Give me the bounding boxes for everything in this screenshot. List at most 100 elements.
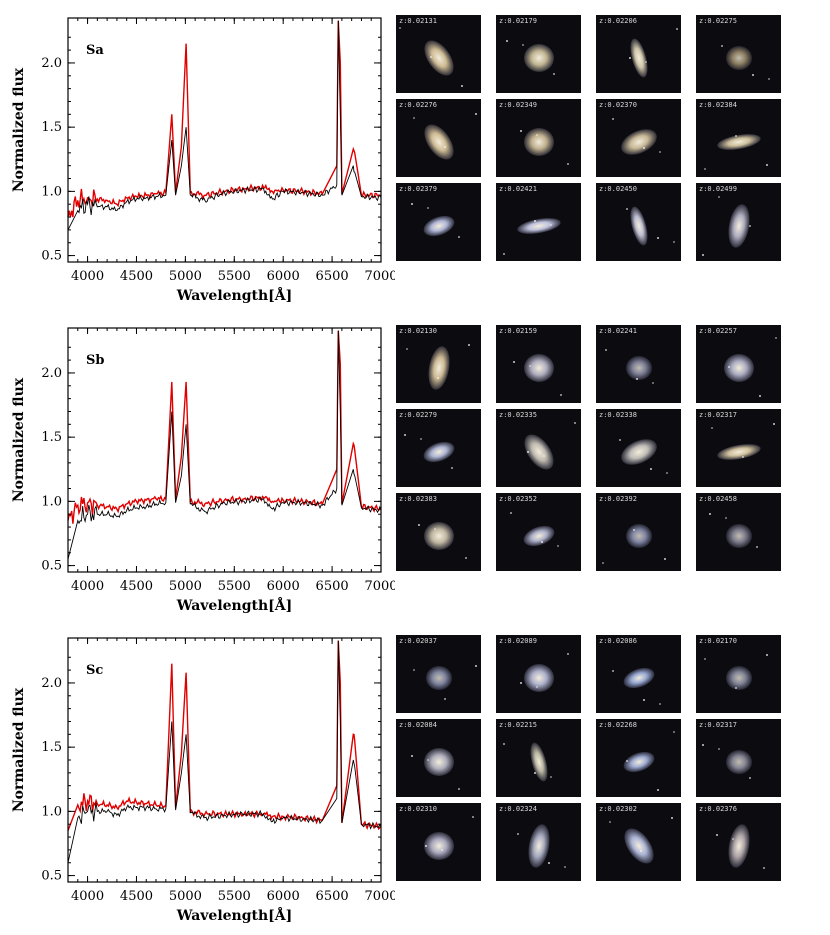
star-dot [560, 394, 562, 396]
galaxy-thumbnail: z:0.02384 [696, 99, 781, 177]
redshift-label: z:0.02370 [599, 101, 637, 109]
star-dot [399, 27, 401, 29]
star-dot [475, 665, 477, 667]
star-dot [749, 225, 751, 227]
star-dot [444, 698, 446, 700]
redshift-label: z:0.02206 [599, 17, 637, 25]
y-tick-label: 1.5 [41, 430, 62, 445]
star-dot [718, 748, 720, 750]
x-axis-label: Wavelength[Å] [176, 906, 293, 924]
panel-label: Sc [86, 663, 103, 678]
star-dot [619, 439, 621, 441]
redshift-label: z:0.02324 [499, 805, 537, 813]
galaxy-thumbnail: z:0.02037 [396, 635, 481, 713]
star-dot [759, 395, 761, 397]
redshift-label: z:0.02130 [399, 327, 437, 335]
star-dot [766, 164, 768, 166]
galaxy-thumbnail-grid: z:0.02131 z:0.02179 z:0.02206 z:0.02275 z:0.… [396, 15, 786, 265]
star-dot [704, 168, 706, 170]
star-dot [541, 541, 543, 543]
redshift-label: z:0.02241 [599, 327, 637, 335]
galaxy-image [425, 665, 452, 690]
star-dot [636, 378, 638, 380]
star-dot [752, 74, 754, 76]
star-dot [513, 361, 515, 363]
star-dot [702, 744, 704, 746]
star-dot [548, 862, 550, 864]
star-dot [536, 686, 538, 688]
star-dot [640, 850, 642, 852]
y-tick-label: 2.0 [41, 366, 62, 381]
redshift-label: z:0.02450 [599, 185, 637, 193]
x-tick-label: 5500 [218, 579, 251, 594]
star-dot [650, 468, 652, 470]
redshift-label: z:0.02215 [499, 721, 537, 729]
x-tick-label: 5500 [218, 889, 251, 904]
galaxy-thumbnail: z:0.02130 [396, 325, 481, 403]
x-tick-label: 4500 [120, 579, 153, 594]
star-dot [609, 821, 611, 823]
y-tick-label: 0.5 [41, 869, 62, 884]
star-dot [503, 253, 505, 255]
star-dot [520, 130, 522, 132]
star-dot [659, 703, 661, 705]
galaxy-image [526, 740, 551, 784]
redshift-label: z:0.02335 [499, 411, 537, 419]
x-tick-label: 6000 [267, 579, 300, 594]
star-dot [404, 434, 406, 436]
redshift-label: z:0.02349 [499, 101, 537, 109]
panel-sa: 4000 4500 5000 5500 6000 6500 7000 0.5 1.0 1.5 2.0… [0, 0, 830, 304]
redshift-label: z:0.02384 [699, 101, 737, 109]
star-dot [602, 562, 604, 564]
panel-sb: 4000 4500 5000 5500 6000 6500 7000 0.5 1.0 1.5 2.0… [0, 310, 830, 614]
star-dot [716, 834, 718, 836]
star-dot [527, 451, 529, 453]
x-tick-label: 6500 [316, 579, 349, 594]
galaxy-thumbnail: z:0.02159 [496, 325, 581, 403]
galaxy-thumbnail: z:0.02349 [496, 99, 581, 177]
x-tick-label: 5500 [218, 269, 251, 284]
galaxy-image [626, 204, 651, 248]
star-dot [475, 113, 477, 115]
galaxy-thumbnail: z:0.02086 [596, 635, 681, 713]
y-tick-label: 0.5 [41, 559, 62, 574]
star-dot [612, 670, 614, 672]
plot-frame [67, 637, 382, 883]
galaxy-thumbnail: z:0.02317 [696, 719, 781, 797]
star-dot [626, 760, 628, 762]
galaxy-thumbnail: z:0.02338 [596, 409, 681, 487]
star-dot [709, 513, 711, 515]
galaxy-thumbnail: z:0.02268 [596, 719, 681, 797]
star-dot [444, 146, 446, 148]
galaxy-thumbnail: z:0.02458 [696, 493, 781, 571]
galaxy-thumbnail: z:0.02379 [396, 183, 481, 261]
galaxy-image [523, 663, 554, 692]
plot-frame [67, 17, 382, 263]
galaxy-thumbnail: z:0.02276 [396, 99, 481, 177]
redshift-label: z:0.02310 [399, 805, 437, 813]
galaxy-thumbnail: z:0.02335 [496, 409, 581, 487]
galaxy-thumbnail: z:0.02383 [396, 493, 481, 571]
star-dot [605, 349, 607, 351]
star-dot [503, 743, 505, 745]
redshift-label: z:0.02392 [599, 495, 637, 503]
galaxy-thumbnail: z:0.02170 [696, 635, 781, 713]
redshift-label: z:0.02383 [399, 495, 437, 503]
star-dot [441, 849, 443, 851]
star-dot [534, 220, 536, 222]
series-red-line [67, 640, 382, 831]
series-black-line [67, 640, 382, 863]
star-dot [718, 196, 720, 198]
star-dot [735, 687, 737, 689]
galaxy-image [625, 355, 652, 380]
star-dot [742, 456, 744, 458]
star-dot [411, 203, 413, 205]
galaxy-thumbnail: z:0.02179 [496, 15, 581, 93]
galaxy-thumbnail: z:0.02275 [696, 15, 781, 93]
star-dot [567, 653, 569, 655]
star-dot [574, 422, 576, 424]
galaxy-image [423, 747, 454, 776]
star-dot [529, 365, 531, 367]
star-dot [666, 472, 668, 474]
panel-sc: 4000 4500 5000 5500 6000 6500 7000 0.5 1.0 1.5 2.0… [0, 620, 830, 924]
